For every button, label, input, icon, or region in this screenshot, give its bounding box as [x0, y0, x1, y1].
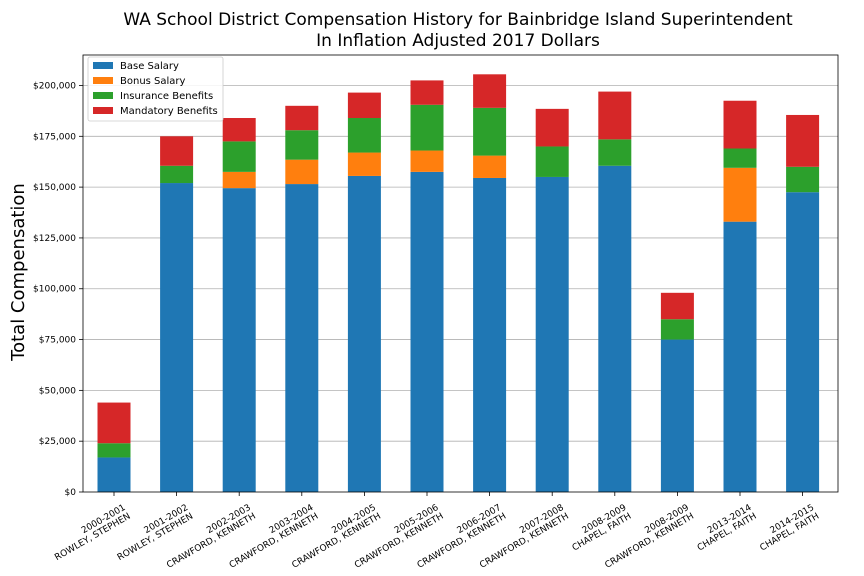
- bar-segment: [473, 177, 507, 492]
- bar-segment: [410, 150, 444, 172]
- legend-box: [87, 56, 224, 122]
- bar-segment: [786, 114, 820, 167]
- bar-segment: [222, 141, 256, 172]
- bar-segment: [97, 402, 131, 444]
- y-tick-label: $125,000: [33, 234, 76, 244]
- bar-segment: [285, 159, 319, 185]
- legend-label: Mandatory Benefits: [120, 106, 218, 117]
- bar-segment: [222, 171, 256, 189]
- y-tick-label: $100,000: [33, 285, 76, 295]
- bar-segment: [97, 443, 131, 458]
- legend-label: Bonus Salary: [120, 76, 186, 87]
- bar-segment: [285, 105, 319, 131]
- bar-segment: [473, 107, 507, 156]
- legend-swatch: [93, 77, 113, 84]
- plot-frame: [82, 54, 839, 493]
- bar-segment: [723, 100, 757, 149]
- bar-segment: [660, 292, 694, 320]
- bar-segment: [660, 339, 694, 492]
- legend: Base Salary Bonus Salary Insurance Benefit…: [87, 56, 224, 122]
- bar-segment: [160, 183, 194, 493]
- bar-segment: [723, 167, 757, 222]
- bar-segment: [222, 188, 256, 492]
- gridlines: [83, 85, 838, 442]
- bar-segment: [410, 104, 444, 151]
- bar-segment: [535, 146, 569, 177]
- chart-title: WA School District Compensation History …: [123, 10, 793, 30]
- chart-subtitle: In Inflation Adjusted 2017 Dollars: [316, 31, 600, 51]
- bar-segment: [347, 92, 381, 119]
- bar-segment: [160, 165, 194, 184]
- bar-segment: [535, 108, 569, 147]
- bar-segment: [285, 130, 319, 160]
- bar-segment: [723, 148, 757, 168]
- y-tick-label: $150,000: [33, 183, 76, 193]
- bar-segment: [410, 80, 444, 105]
- y-tick-label: $50,000: [39, 386, 76, 396]
- x-ticks: 2000-2001ROWLEY, STEPHEN 2001-2002ROWLEY,…: [53, 492, 822, 571]
- legend-swatch: [93, 62, 113, 69]
- bar-segment: [660, 319, 694, 340]
- x-tick-label: 2013-2014CHAPEL, FAITH: [691, 503, 759, 554]
- y-tick-label: $175,000: [33, 132, 76, 142]
- y-tick-label: $75,000: [39, 336, 76, 346]
- bar-segment: [473, 155, 507, 178]
- bars: [97, 74, 820, 493]
- y-axis-label: Total Compensation: [8, 183, 29, 362]
- y-tick-label: $0: [65, 488, 77, 498]
- bar-segment: [598, 165, 632, 492]
- bar-segment: [347, 175, 381, 493]
- bar-segment: [473, 74, 507, 108]
- bar-segment: [347, 152, 381, 176]
- legend-swatch: [93, 107, 113, 114]
- bar-segment: [786, 166, 820, 193]
- bar-segment: [285, 184, 319, 492]
- bar-segment: [786, 192, 820, 492]
- legend-label: Insurance Benefits: [120, 91, 213, 102]
- y-tick-label: $25,000: [39, 437, 76, 447]
- bar-segment: [598, 139, 632, 166]
- bar-segment: [598, 91, 632, 140]
- legend-swatch: [93, 92, 113, 99]
- bar-segment: [347, 118, 381, 153]
- x-tick-label: 2008-2009CHAPEL, FAITH: [566, 503, 634, 554]
- legend-label: Base Salary: [120, 61, 179, 72]
- bar-segment: [160, 136, 194, 166]
- bar-segment: [723, 221, 757, 492]
- x-tick-label: 2014-2015CHAPEL, FAITH: [754, 503, 822, 554]
- bar-segment: [535, 176, 569, 492]
- y-ticks: $0 $25,000 $50,000 $75,000 $100,000 $125,000 $…: [33, 81, 83, 498]
- y-tick-label: $200,000: [33, 81, 76, 91]
- bar-segment: [97, 457, 131, 492]
- bar-segment: [410, 171, 444, 493]
- bar-segment: [222, 118, 256, 142]
